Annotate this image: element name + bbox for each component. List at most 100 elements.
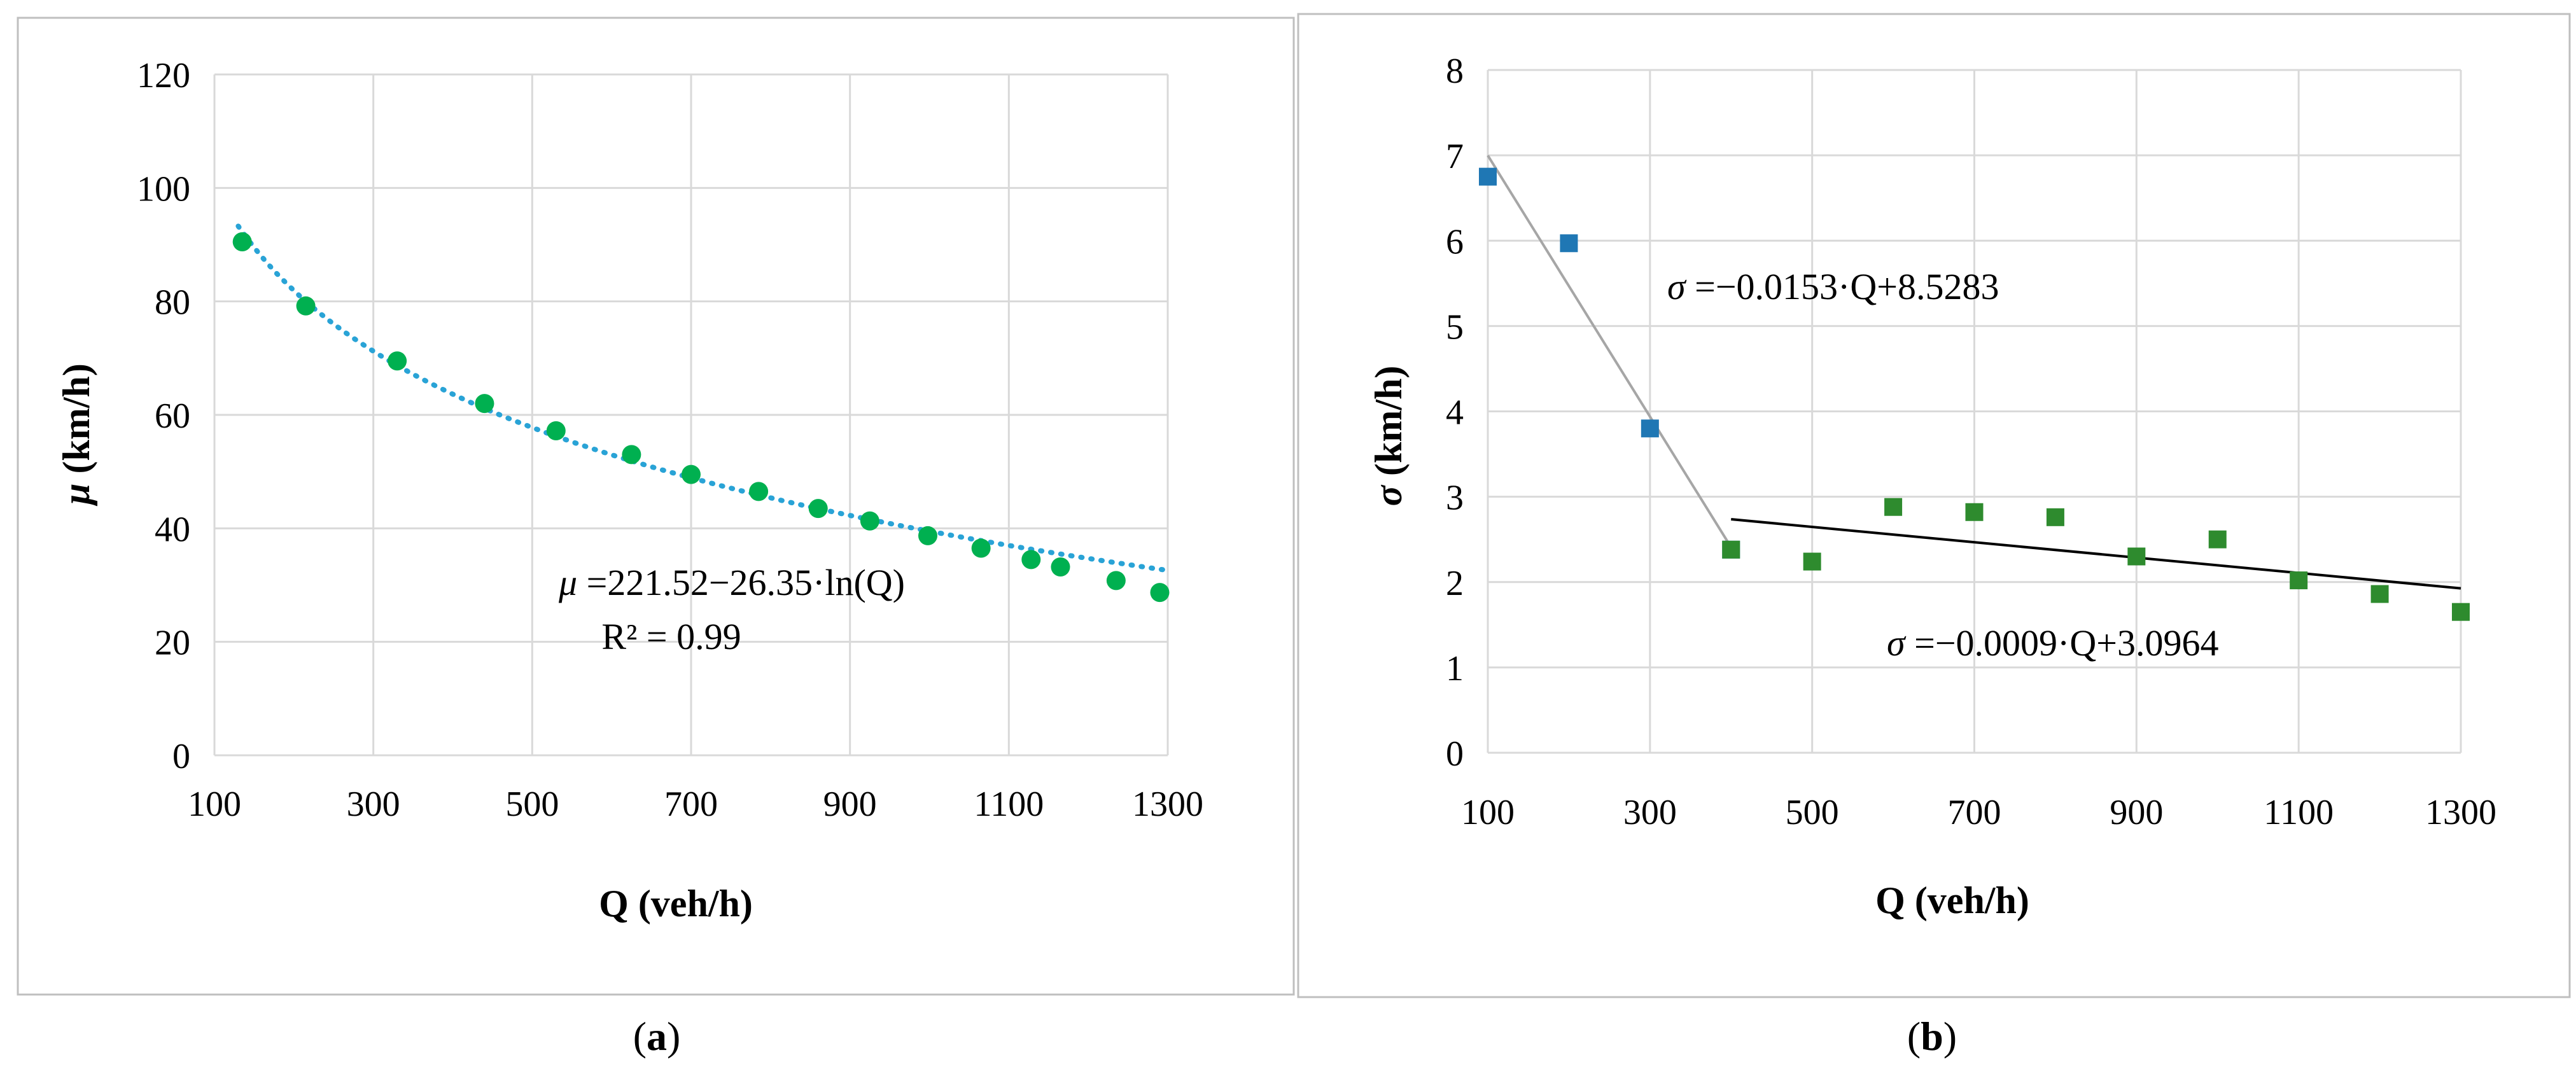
panel-b-point [2046, 508, 2064, 526]
panel-b-point [2290, 571, 2308, 590]
panel-b-equation-1-symbol: σ [1667, 266, 1687, 307]
panel-a-y-tick-labels: 0 20 40 60 80 100 120 [137, 56, 190, 776]
x-tick-label: 1100 [974, 785, 1044, 824]
panel-a-data-points [232, 232, 1170, 603]
y-tick-label: 3 [1446, 479, 1464, 518]
y-tick-label: 60 [155, 396, 190, 436]
panel-b-x-axis-title: Q (veh/h) [1875, 879, 2029, 921]
panel-b-equation-2-text: =−0.0009·Q+3.0964 [1905, 622, 2219, 664]
panel-a-y-axis-unit: (km/h) [55, 363, 97, 483]
panel-b-point [1479, 167, 1497, 186]
caption-b-close: ) [1943, 1014, 1957, 1059]
y-tick-label: 20 [155, 624, 190, 663]
panel-b-point [2452, 603, 2470, 621]
panel-b-y-axis-symbol: σ [1368, 484, 1410, 506]
panel-b-equation-2: σ =−0.0009·Q+3.0964 [1887, 622, 2218, 664]
panel-b: 100 300 500 700 900 1100 1300 0 1 2 3 4 5 6 7 8 σ =−0.… [1297, 13, 2571, 998]
panel-b-equation-1-text: =−0.0153·Q+8.5283 [1686, 266, 1999, 307]
panel-b-point [1884, 498, 1903, 516]
panel-b-trendline-high-flow [1731, 517, 2461, 590]
x-tick-label: 1300 [2425, 793, 2496, 832]
panel-b-point [1803, 552, 1821, 571]
y-tick-label: 2 [1446, 564, 1464, 603]
panel-b-y-tick-labels: 0 1 2 3 4 5 6 7 8 [1446, 52, 1464, 774]
panel-a-x-axis-title: Q (veh/h) [599, 883, 753, 925]
x-tick-label: 900 [2110, 793, 2163, 832]
x-tick-label: 900 [823, 785, 877, 824]
panel-b-y-axis-unit: (km/h) [1368, 366, 1410, 486]
y-tick-label: 100 [137, 169, 190, 209]
panel-a-point [918, 526, 938, 545]
y-tick-label: 6 [1446, 222, 1464, 262]
panel-a-point [296, 296, 316, 316]
panel-a-equation-text: =221.52−26.35·ln(Q) [577, 562, 905, 603]
panel-b-frame [1297, 13, 2571, 998]
caption-a-close: ) [667, 1014, 680, 1059]
y-tick-label: 7 [1446, 137, 1464, 176]
caption-a: (a) [633, 1014, 681, 1059]
panel-b-point [1965, 503, 1984, 521]
y-tick-label: 0 [172, 737, 190, 776]
panel-b-point [2370, 585, 2389, 603]
panel-b-x-tick-labels: 100 300 500 700 900 1100 1300 [1461, 793, 2496, 832]
panel-a-point [622, 445, 641, 465]
panel-a-point [1021, 550, 1041, 569]
x-tick-label: 1100 [2264, 793, 2334, 832]
y-tick-label: 5 [1446, 307, 1464, 347]
panel-b-point [1641, 419, 1659, 438]
x-tick-label: 300 [347, 785, 400, 824]
panel-b-point [2127, 547, 2146, 566]
panel-b-point [1560, 234, 1578, 253]
panel-b-point [1722, 540, 1740, 559]
y-tick-label: 40 [155, 510, 190, 549]
panel-a-point [1051, 557, 1070, 576]
caption-b: (b) [1907, 1014, 1957, 1059]
y-tick-label: 4 [1446, 393, 1464, 433]
panel-a-x-tick-labels: 100 300 500 700 900 1100 1300 [188, 785, 1203, 824]
y-tick-label: 120 [137, 56, 190, 95]
x-tick-label: 500 [1786, 793, 1839, 832]
panel-a: 100 300 500 700 900 1100 1300 020406080100120 … [17, 17, 1295, 996]
panel-a-point [749, 482, 769, 501]
caption-b-letter: b [1921, 1014, 1943, 1059]
panel-a-equation: μ =221.52−26.35·ln(Q) [558, 562, 905, 603]
y-tick-label: 0 [1446, 734, 1464, 774]
panel-b-equation-1: σ =−0.0153·Q+8.5283 [1667, 266, 1999, 307]
panel-a-point [1150, 583, 1170, 603]
y-tick-label: 8 [1446, 52, 1464, 91]
panel-a-point [546, 421, 566, 440]
panel-a-point [808, 499, 828, 519]
panel-a-gridlines [213, 73, 1169, 757]
panel-a-point [971, 538, 991, 558]
panel-b-equation-2-symbol: σ [1887, 622, 1907, 664]
caption-a-open: ( [633, 1014, 647, 1059]
panel-b-trendline-low-flow [1487, 155, 1732, 548]
panel-a-y-axis-symbol: μ [55, 483, 97, 506]
panel-a-point [682, 465, 701, 484]
y-tick-label: 1 [1446, 649, 1464, 688]
panel-a-point [475, 394, 494, 414]
x-tick-label: 300 [1623, 793, 1677, 832]
panel-b-data-points [1479, 167, 2470, 621]
x-tick-label: 700 [664, 785, 718, 824]
caption-b-open: ( [1907, 1014, 1921, 1059]
panel-a-equation-symbol: μ [558, 562, 577, 603]
panel-a-point [232, 232, 252, 252]
panel-a-y-axis-title: μ (km/h) [55, 363, 97, 507]
panel-a-point [1106, 571, 1126, 590]
x-tick-label: 1300 [1132, 785, 1203, 824]
panel-a-r-squared: R² = 0.99 [601, 616, 741, 657]
panel-b-y-axis-title: σ (km/h) [1368, 366, 1410, 507]
x-tick-label: 500 [505, 785, 559, 824]
panel-b-point [2208, 530, 2227, 548]
y-tick-label: 80 [155, 283, 190, 323]
panel-a-frame [17, 17, 1295, 996]
panel-a-point [388, 351, 407, 371]
x-tick-label: 100 [1461, 793, 1515, 832]
panel-a-log-trendline [235, 223, 1166, 573]
panel-a-point [860, 511, 879, 531]
x-tick-label: 100 [188, 785, 241, 824]
x-tick-label: 700 [1948, 793, 2001, 832]
caption-a-letter: a [647, 1014, 667, 1059]
